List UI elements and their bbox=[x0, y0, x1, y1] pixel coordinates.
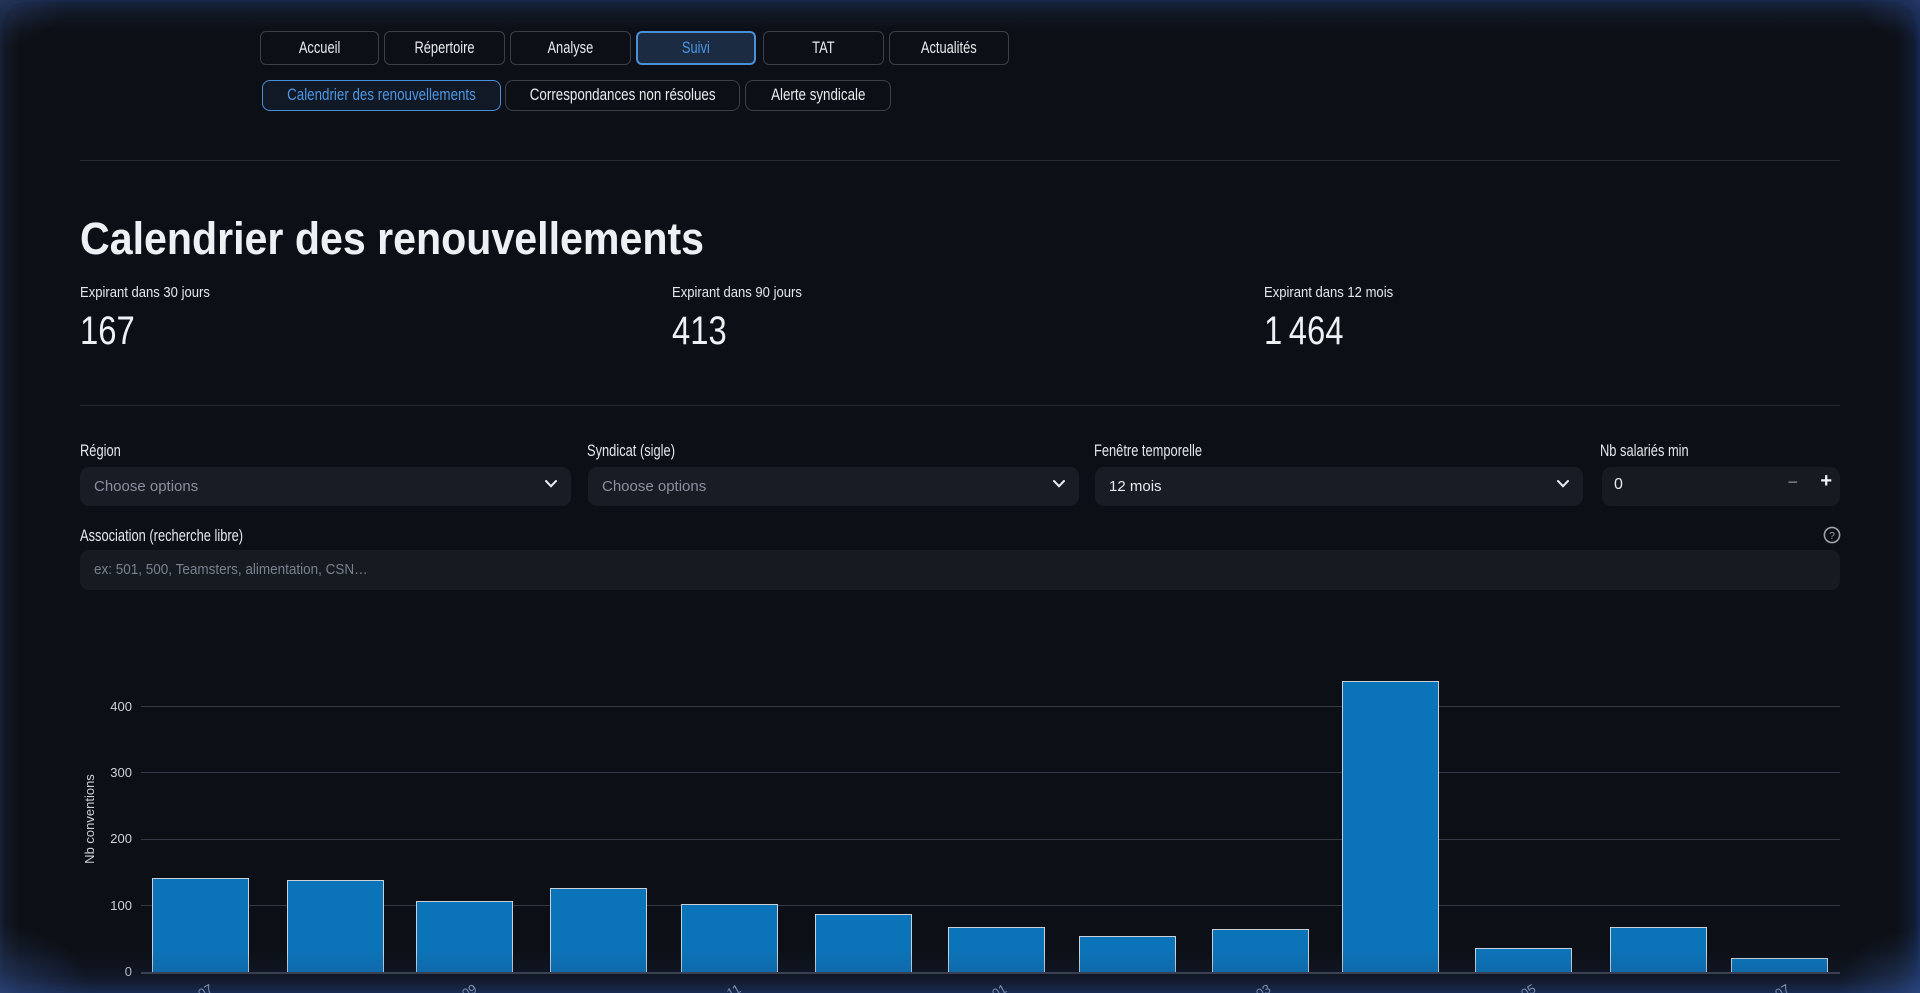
svg-text:?: ? bbox=[1829, 530, 1835, 542]
